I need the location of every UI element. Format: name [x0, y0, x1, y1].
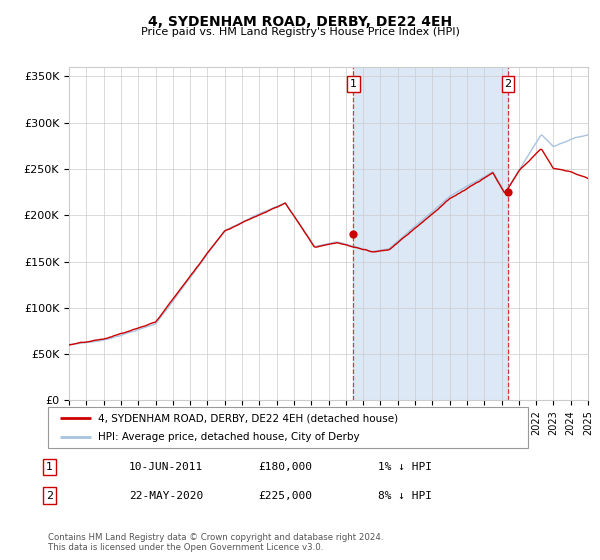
Text: 1% ↓ HPI: 1% ↓ HPI — [378, 462, 432, 472]
Text: 8% ↓ HPI: 8% ↓ HPI — [378, 491, 432, 501]
Text: £225,000: £225,000 — [258, 491, 312, 501]
Text: 4, SYDENHAM ROAD, DERBY, DE22 4EH (detached house): 4, SYDENHAM ROAD, DERBY, DE22 4EH (detac… — [98, 413, 398, 423]
Text: Price paid vs. HM Land Registry's House Price Index (HPI): Price paid vs. HM Land Registry's House … — [140, 27, 460, 37]
Bar — [353, 67, 508, 400]
Text: Contains HM Land Registry data © Crown copyright and database right 2024.: Contains HM Land Registry data © Crown c… — [48, 533, 383, 542]
Text: 4, SYDENHAM ROAD, DERBY, DE22 4EH: 4, SYDENHAM ROAD, DERBY, DE22 4EH — [148, 15, 452, 29]
Text: This data is licensed under the Open Government Licence v3.0.: This data is licensed under the Open Gov… — [48, 543, 323, 552]
Text: 1: 1 — [350, 79, 357, 89]
Text: HPI: Average price, detached house, City of Derby: HPI: Average price, detached house, City… — [98, 432, 360, 442]
Text: 10-JUN-2011: 10-JUN-2011 — [129, 462, 203, 472]
Text: 2: 2 — [505, 79, 512, 89]
Point — [503, 188, 513, 197]
FancyBboxPatch shape — [48, 407, 528, 448]
Text: £180,000: £180,000 — [258, 462, 312, 472]
Text: 1: 1 — [46, 462, 53, 472]
Text: 2: 2 — [46, 491, 53, 501]
Point — [349, 230, 358, 239]
Text: 22-MAY-2020: 22-MAY-2020 — [129, 491, 203, 501]
